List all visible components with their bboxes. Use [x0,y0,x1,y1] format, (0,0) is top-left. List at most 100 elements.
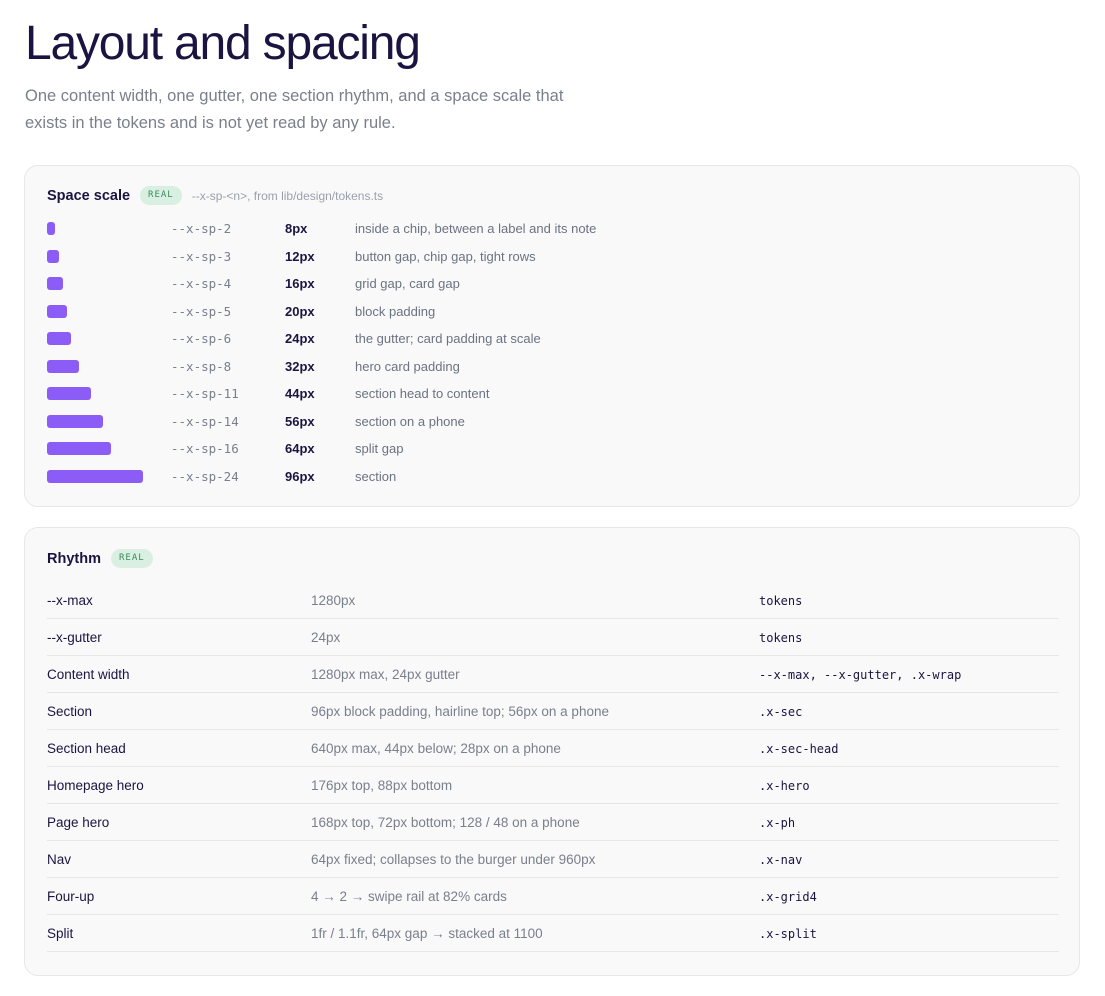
space-scale-px: 24px [285,331,315,346]
space-scale-px: 44px [285,386,315,401]
space-scale-row: --x-sp-2 8px inside a chip, between a labe… [47,220,1047,248]
page-title: Layout and spacing [25,17,421,70]
rhythm-source: .x-split [759,927,817,941]
rhythm-value: 24px [311,630,341,645]
space-scale-token: --x-sp-16 [171,441,239,456]
space-scale-px: 56px [285,413,315,429]
space-scale-bar [47,414,103,428]
rhythm-row: Section head 640px max, 44px below; 28px … [47,730,1059,767]
rhythm-row: Four-up 4 → 2 → swipe rail at 82% cards .x… [47,878,1059,915]
rhythm-value: 1280px [311,593,356,608]
space-scale-px: 8px [285,221,308,236]
space-scale-card: Space scale REAL --x-sp-<n>, from lib/de… [24,165,1080,507]
space-scale-token: --x-sp-11 [171,386,239,401]
rhythm-name: Section head [47,741,126,756]
rhythm-source: tokens [759,594,803,608]
rhythm-name: Split [47,926,74,941]
space-scale-desc: section head to content [355,386,490,401]
rhythm-row: Homepage hero 176px top, 88px bottom .x-he… [47,767,1059,804]
rhythm-name: Four-up [47,889,95,904]
space-scale-token: --x-sp-5 [171,303,232,319]
rhythm-value: 176px top, 88px bottom [311,778,453,793]
space-scale-list: --x-sp-2 8px inside a chip, between a labe… [47,220,1047,495]
space-scale-token: --x-sp-3 [171,248,232,264]
rhythm-title: Rhythm [47,550,101,567]
space-scale-desc: hero card padding [355,358,460,374]
rhythm-source: .x-sec [759,705,803,719]
space-scale-bar [47,332,71,345]
space-scale-bar [47,304,67,318]
space-scale-row: --x-sp-11 44px section head to content [47,385,1047,413]
rhythm-value: 4 → 2 → swipe rail at 82% cards [311,889,507,904]
rhythm-value: 168px top, 72px bottom; 128 / 48 on a ph… [311,815,580,830]
space-scale-row: --x-sp-4 16px grid gap, card gap [47,275,1047,303]
space-scale-bar [47,442,111,455]
space-scale-desc: button gap, chip gap, tight rows [355,248,536,264]
space-scale-bar [47,387,91,400]
rhythm-badge: REAL [110,549,153,568]
rhythm-name: Page hero [47,815,110,830]
rhythm-source: tokens [759,631,803,645]
space-scale-px: 64px [285,441,315,456]
space-scale-desc: inside a chip, between a label and its n… [355,221,597,236]
space-scale-token: --x-sp-14 [171,413,239,429]
space-scale-bar [47,469,143,483]
rhythm-source: --x-max, --x-gutter, .x-wrap [759,668,962,682]
space-scale-desc: the gutter; card padding at scale [355,331,541,346]
rhythm-source: .x-ph [759,816,796,830]
rhythm-row: Section 96px block padding, hairline top;… [47,693,1059,730]
rhythm-name: Content width [47,667,130,682]
space-scale-token: --x-sp-2 [171,221,232,236]
rhythm-card: Rhythm REAL --x-max 1280px tokens --x-gutte… [24,527,1080,976]
space-scale-px: 16px [285,276,315,291]
space-scale-row: --x-sp-5 20px block padding [47,303,1047,331]
rhythm-row: Content width 1280px max, 24px gutter --x-… [47,656,1059,693]
space-scale-px: 20px [285,303,315,319]
rhythm-value: 96px block padding, hairline top; 56px o… [311,704,609,719]
space-scale-row: --x-sp-8 32px hero card padding [47,358,1047,386]
space-scale-row: --x-sp-6 24px the gutter; card padding at … [47,330,1047,358]
rhythm-value: 1280px max, 24px gutter [311,667,460,682]
rhythm-row: Nav 64px fixed; collapses to the burger u… [47,841,1059,878]
space-scale-desc: grid gap, card gap [355,276,460,291]
rhythm-row: Split 1fr / 1.1fr, 64px gap → stacked at … [47,915,1059,952]
space-scale-title: Space scale [47,187,131,204]
rhythm-value: 64px fixed; collapses to the burger unde… [311,852,596,867]
space-scale-desc: section on a phone [355,413,465,429]
rhythm-source: .x-nav [759,853,803,867]
rhythm-row: --x-gutter 24px tokens [47,619,1059,656]
space-scale-desc: block padding [355,303,436,319]
space-scale-row: --x-sp-3 12px button gap, chip gap, tight … [47,248,1047,276]
space-scale-token: --x-sp-24 [171,468,239,484]
rhythm-source: .x-grid4 [759,890,817,904]
space-scale-header: Space scale REAL --x-sp-<n>, from lib/de… [47,186,383,205]
rhythm-value: 1fr / 1.1fr, 64px gap → stacked at 1100 [311,926,543,941]
space-scale-desc: section [355,468,397,484]
rhythm-header: Rhythm REAL [47,549,153,568]
space-scale-badge: REAL [140,186,182,205]
space-scale-px: 12px [285,248,315,264]
rhythm-name: --x-gutter [47,630,102,645]
rhythm-source: .x-sec-head [759,742,839,756]
rhythm-name: Nav [47,852,72,867]
space-scale-bar [47,249,59,263]
space-scale-bar [47,359,79,373]
rhythm-source: .x-hero [759,779,810,793]
rhythm-name: --x-max [47,593,93,608]
space-scale-row: --x-sp-16 64px split gap [47,440,1047,468]
rhythm-name: Homepage hero [47,778,144,793]
rhythm-table: --x-max 1280px tokens --x-gutter 24px tokens C… [47,582,1059,952]
space-scale-row: --x-sp-24 96px section [47,468,1047,496]
space-scale-note: --x-sp-<n>, from lib/design/tokens.ts [191,188,384,203]
space-scale-token: --x-sp-6 [171,331,232,346]
space-scale-token: --x-sp-8 [171,358,232,374]
space-scale-desc: split gap [355,441,404,456]
space-scale-row: --x-sp-14 56px section on a phone [47,413,1047,441]
rhythm-name: Section [47,704,93,719]
space-scale-token: --x-sp-4 [171,276,232,291]
space-scale-bar [47,222,55,235]
page-lede: One content width, one gutter, one secti… [25,87,564,132]
space-scale-px: 96px [285,468,315,484]
rhythm-row: Page hero 168px top, 72px bottom; 128 / 4… [47,804,1059,841]
